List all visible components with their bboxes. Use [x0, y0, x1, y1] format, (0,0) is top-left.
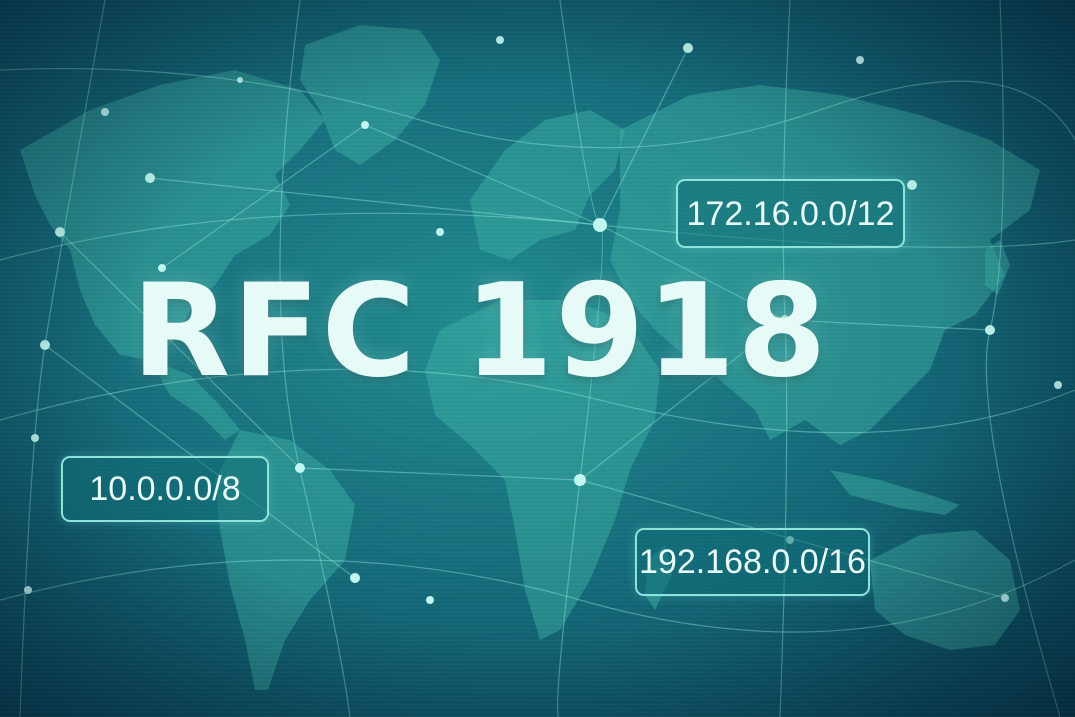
network-node — [907, 180, 917, 190]
network-node — [1001, 594, 1009, 602]
cidr-badge-192: 192.168.0.0/16 — [635, 528, 870, 596]
network-node — [55, 227, 65, 237]
network-node — [145, 173, 155, 183]
network-node — [1054, 381, 1062, 389]
cidr-label: 10.0.0.0/8 — [89, 472, 240, 506]
headline-title: RFC 1918 — [0, 268, 960, 396]
cidr-label: 172.16.0.0/12 — [687, 197, 895, 231]
network-node — [856, 56, 864, 64]
network-node — [350, 573, 360, 583]
network-node — [426, 596, 434, 604]
network-node — [593, 218, 607, 232]
cidr-label: 192.168.0.0/16 — [639, 545, 866, 579]
continent-europe — [470, 110, 625, 260]
network-node — [683, 43, 693, 53]
network-node — [295, 463, 305, 473]
network-node — [436, 228, 444, 236]
network-node — [24, 586, 32, 594]
network-node — [237, 77, 243, 83]
network-node — [31, 434, 39, 442]
continent-australia — [870, 530, 1020, 650]
continent-indonesia — [830, 470, 960, 515]
network-node — [101, 108, 109, 116]
cidr-badge-10: 10.0.0.0/8 — [61, 456, 269, 522]
cidr-badge-172: 172.16.0.0/12 — [676, 179, 905, 248]
network-node — [985, 325, 995, 335]
network-node — [496, 36, 504, 44]
network-node — [361, 121, 369, 129]
network-node — [574, 474, 586, 486]
